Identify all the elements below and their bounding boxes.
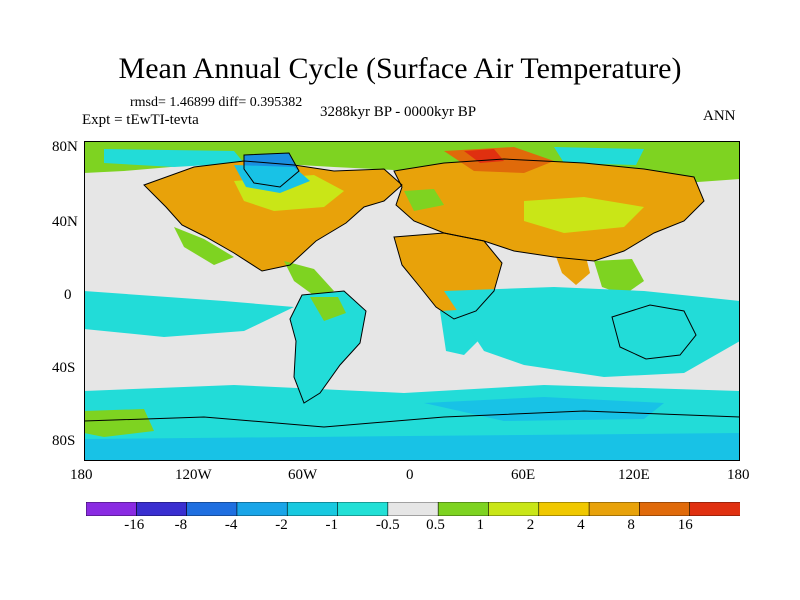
temperature-map (84, 141, 740, 461)
colorbar-label: -16 (124, 517, 145, 533)
colorbar-label: 16 (677, 517, 693, 533)
lat-label-40s: 40S (52, 360, 76, 376)
stats-text: rmsd= 1.46899 diff= 0.395382 (130, 95, 303, 110)
colorbar-swatch (86, 502, 138, 516)
central-america-green (284, 261, 334, 297)
colorbar-label: 0.5 (426, 517, 445, 533)
colorbar-label: -4 (224, 517, 238, 533)
colorbar-label: -1 (325, 517, 339, 533)
colorbar-swatch (136, 502, 188, 516)
lon-label-120w: 120W (175, 467, 212, 483)
colorbar-swatch (387, 502, 439, 516)
colorbar-label: -2 (275, 517, 288, 533)
tropical-cool-band (84, 291, 294, 337)
southern-ocean-green (84, 409, 154, 437)
colorbar-swatch (588, 502, 641, 516)
colorbar-label: 4 (577, 517, 585, 533)
colorbar-swatch (236, 502, 289, 516)
lon-label-180w: 180 (70, 467, 93, 483)
colorbar-swatch (639, 502, 691, 516)
lat-label-80s: 80S (52, 433, 76, 449)
lat-label-0: 0 (64, 287, 72, 303)
lon-label-120e: 120E (618, 467, 650, 483)
lon-label-0: 0 (406, 467, 414, 483)
se-asia-green (594, 259, 644, 295)
season-label: ANN (703, 108, 736, 124)
canada-cooler (234, 165, 310, 193)
plot-title: Mean Annual Cycle (Surface Air Temperatu… (118, 52, 682, 85)
colorbar-swatch (488, 502, 540, 516)
colorbar-label: -8 (174, 517, 188, 533)
colorbar-label: 1 (476, 517, 484, 533)
colorbar-swatch (689, 502, 740, 516)
lon-label-60e: 60E (511, 467, 536, 483)
colorbar-swatch (538, 502, 590, 516)
colorbar-label: 8 (627, 517, 635, 533)
europe-green (404, 189, 444, 211)
arctic-cool-patch-2 (554, 147, 644, 165)
lon-label-60w: 60W (288, 467, 318, 483)
colorbar-swatch (286, 502, 339, 516)
arctic-cool-patch (104, 149, 244, 167)
lat-label-40n: 40N (52, 214, 78, 230)
south-america-green (310, 297, 346, 321)
south-america-land (290, 291, 366, 403)
lon-label-180e: 180 (727, 467, 750, 483)
colorbar-swatch (186, 502, 238, 516)
colorbar-label: -0.5 (375, 517, 400, 533)
america-green-edge (174, 227, 234, 265)
colorbar-swatch (437, 502, 490, 516)
asia-yellow (524, 197, 644, 233)
lat-label-80n: 80N (52, 139, 78, 155)
antarctica-cooler (84, 433, 740, 461)
colorbar-swatch (337, 502, 389, 516)
coastlines (84, 152, 740, 428)
indian-ocean-cool (444, 287, 740, 377)
colorbar-label: 2 (526, 517, 535, 533)
period-label: 3288kyr BP - 0000kyr BP (320, 104, 477, 120)
colorbar (86, 502, 740, 516)
experiment-label: Expt = tEwTI-tevta (82, 112, 199, 128)
